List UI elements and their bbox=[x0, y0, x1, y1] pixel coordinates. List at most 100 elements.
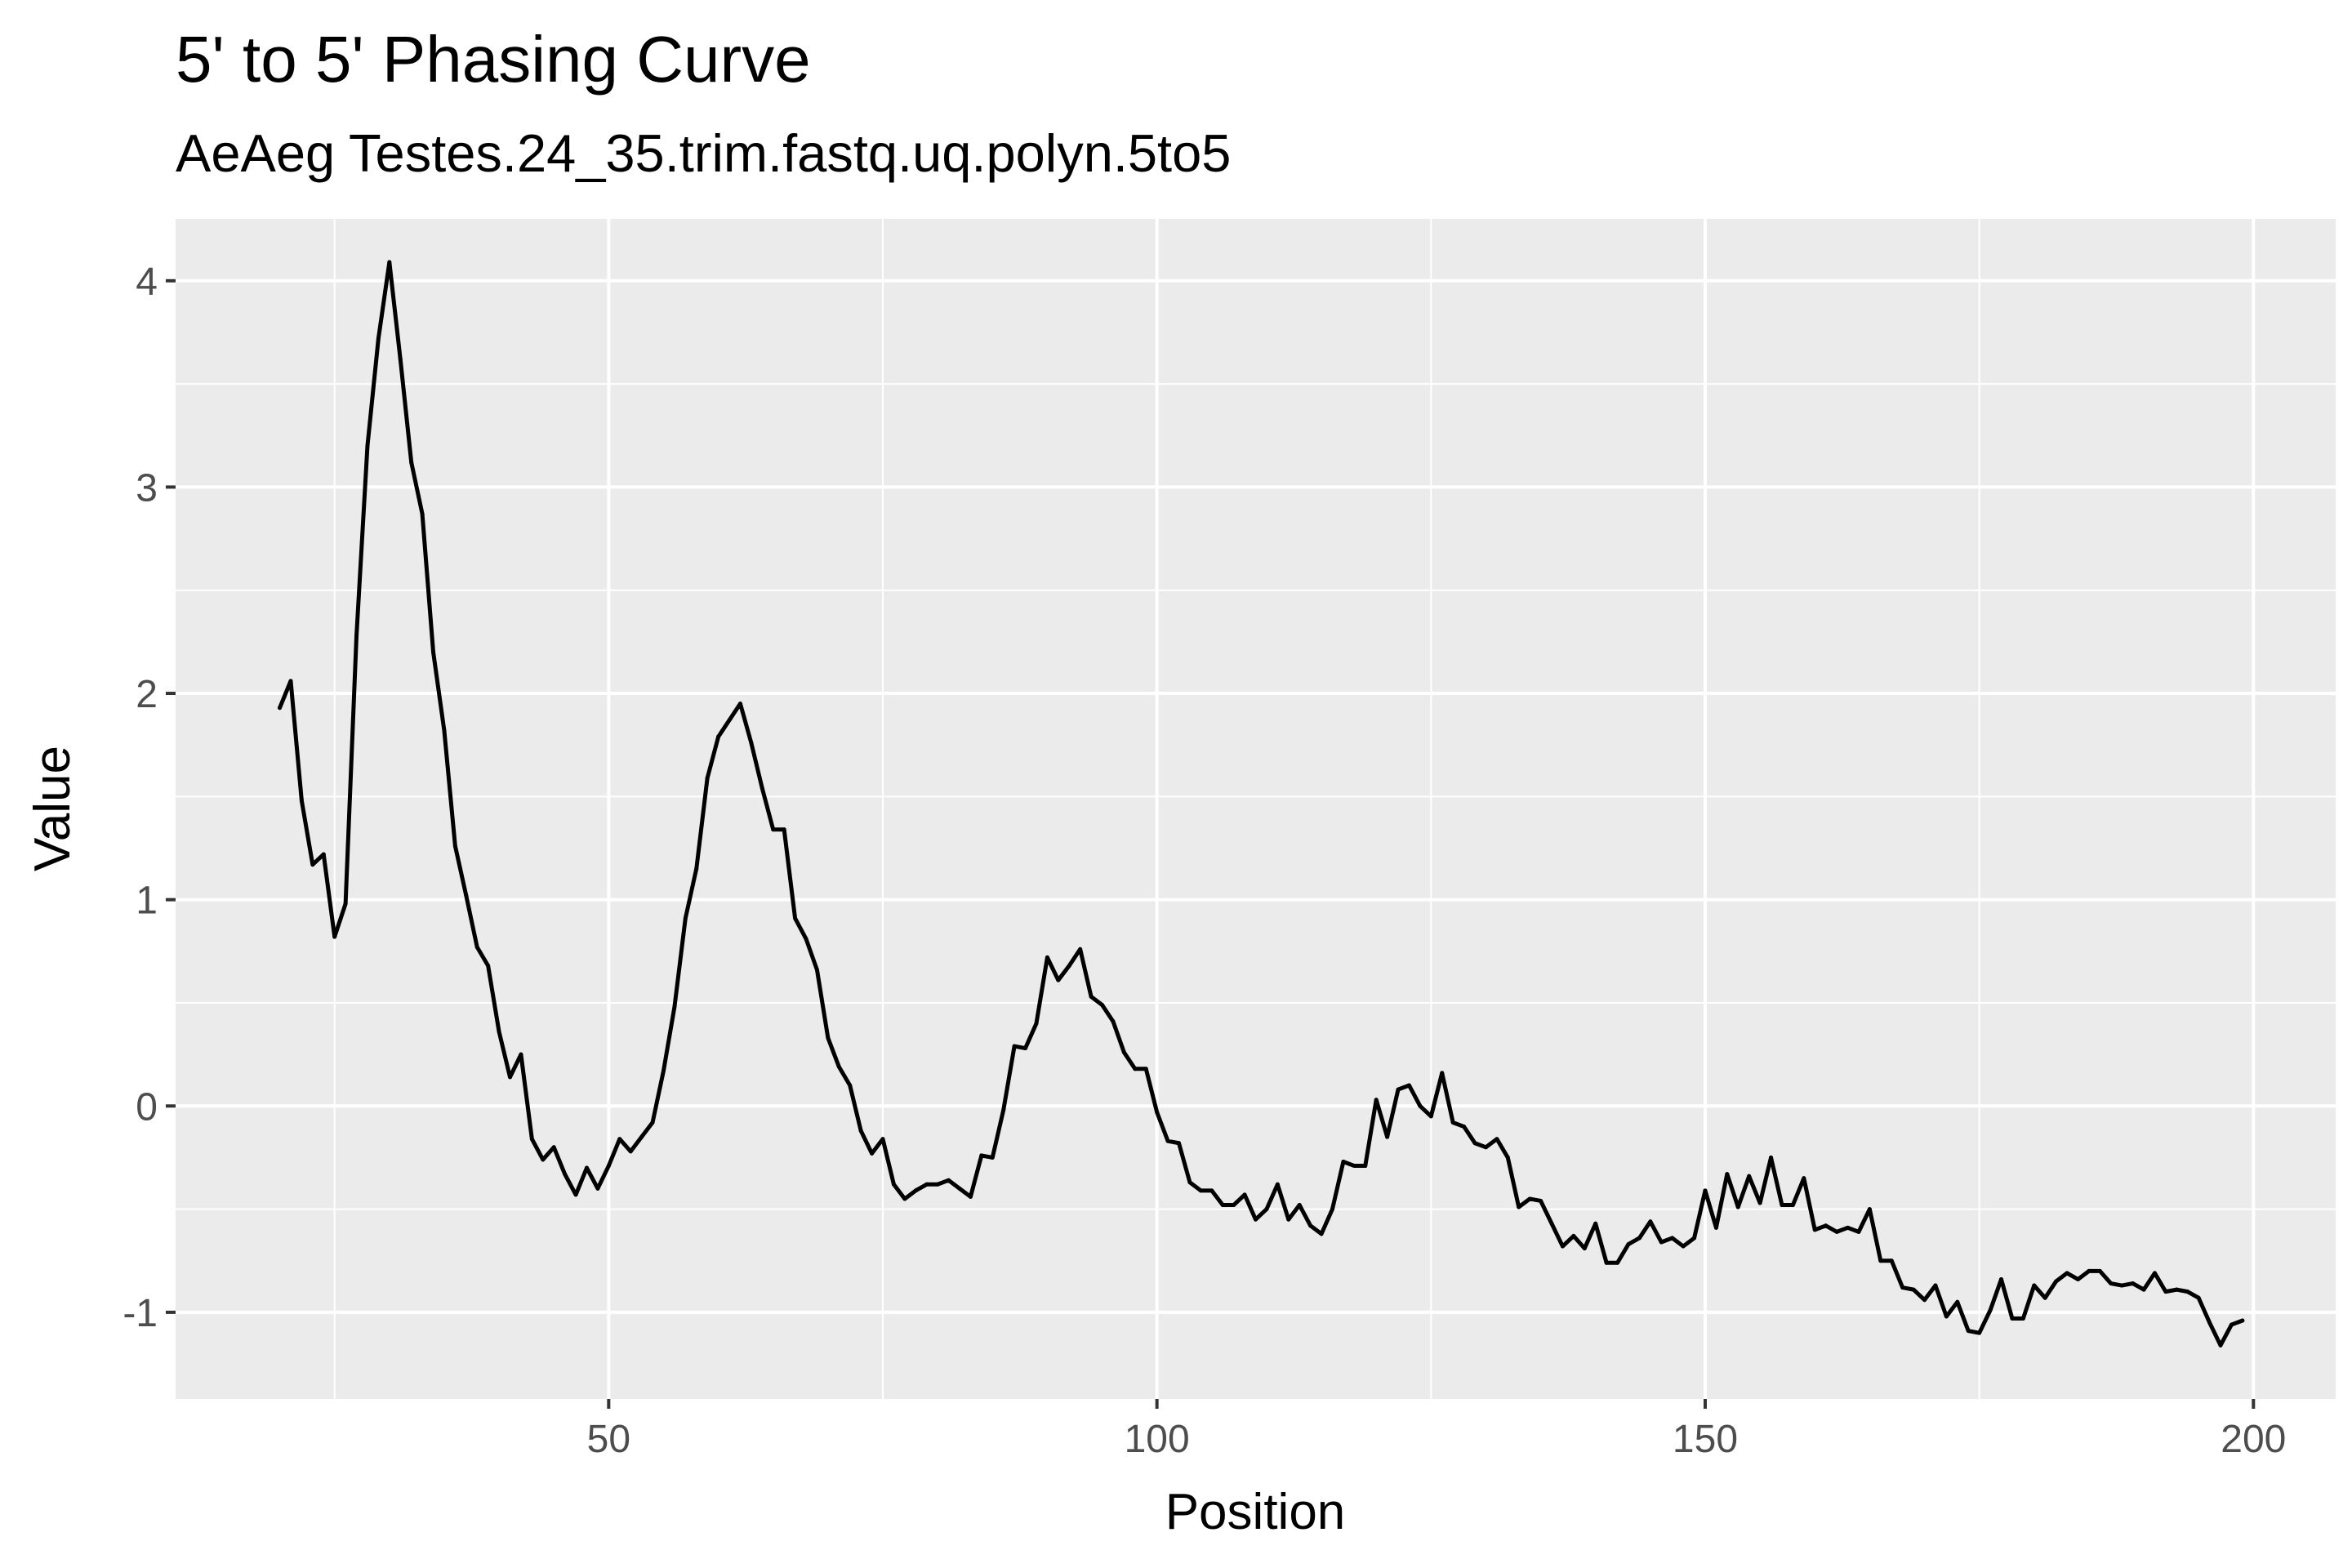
data-point bbox=[782, 827, 786, 832]
data-point bbox=[2174, 1287, 2179, 1292]
data-point bbox=[2075, 1276, 2080, 1281]
data-point bbox=[2119, 1283, 2124, 1288]
data-point bbox=[771, 827, 776, 832]
data-point bbox=[1713, 1225, 1718, 1230]
data-point bbox=[1143, 1067, 1148, 1071]
data-point bbox=[442, 728, 447, 733]
data-point bbox=[299, 798, 304, 803]
data-point bbox=[508, 1075, 513, 1080]
data-point bbox=[737, 702, 742, 706]
x-tick-label: 100 bbox=[1125, 1418, 1190, 1461]
data-point bbox=[1780, 1203, 1784, 1208]
data-point bbox=[672, 1004, 677, 1009]
data-point bbox=[1045, 955, 1049, 960]
data-point bbox=[2054, 1279, 2059, 1284]
data-point bbox=[2010, 1316, 2015, 1321]
data-point bbox=[2152, 1271, 2157, 1276]
plot-panel bbox=[176, 219, 2336, 1399]
data-point bbox=[343, 902, 348, 906]
data-point bbox=[1539, 1198, 1544, 1203]
data-point bbox=[387, 260, 392, 265]
data-point bbox=[848, 1083, 853, 1088]
y-tick-label: 3 bbox=[136, 466, 158, 510]
data-point bbox=[1187, 1180, 1192, 1185]
data-point bbox=[354, 633, 359, 638]
chart-subtitle: AeAeg Testes.24_35.trim.fastq.uq.polyn.5… bbox=[176, 123, 1231, 183]
data-point bbox=[1549, 1221, 1554, 1226]
data-point bbox=[606, 1164, 611, 1169]
data-point bbox=[836, 1064, 841, 1069]
data-point bbox=[913, 1188, 918, 1193]
x-axis-title: Position bbox=[1165, 1484, 1346, 1540]
data-point bbox=[760, 786, 764, 791]
data-point bbox=[551, 1145, 556, 1150]
data-point bbox=[584, 1165, 589, 1170]
data-point bbox=[1769, 1155, 1774, 1160]
data-points bbox=[278, 260, 2245, 1348]
data-point bbox=[2065, 1271, 2069, 1276]
data-point bbox=[1735, 1205, 1740, 1209]
data-point bbox=[935, 1182, 940, 1187]
data-point bbox=[1330, 1207, 1334, 1212]
data-point bbox=[683, 915, 688, 920]
data-point bbox=[1802, 1176, 1806, 1181]
data-point bbox=[2032, 1283, 2037, 1288]
data-point bbox=[1374, 1098, 1379, 1102]
data-point bbox=[902, 1196, 907, 1201]
data-point bbox=[1319, 1232, 1324, 1236]
data-point bbox=[2218, 1343, 2223, 1348]
data-point bbox=[1056, 978, 1061, 982]
data-point bbox=[310, 862, 315, 867]
data-point bbox=[1812, 1227, 1817, 1232]
data-point bbox=[1757, 1200, 1762, 1205]
data-point bbox=[1659, 1240, 1664, 1245]
data-point bbox=[858, 1129, 863, 1134]
data-point bbox=[1681, 1244, 1686, 1249]
data-point bbox=[1121, 1050, 1126, 1055]
y-tick-label: 2 bbox=[136, 673, 158, 716]
data-point bbox=[1725, 1172, 1730, 1177]
data-point bbox=[595, 1186, 600, 1191]
data-point bbox=[1450, 1120, 1455, 1125]
data-point bbox=[2109, 1281, 2114, 1286]
data-point bbox=[1363, 1164, 1368, 1169]
data-point bbox=[1440, 1071, 1445, 1076]
data-point bbox=[1955, 1299, 1960, 1304]
data-point bbox=[1264, 1207, 1269, 1212]
data-point bbox=[628, 1149, 633, 1154]
data-point bbox=[398, 357, 403, 362]
data-point bbox=[2131, 1281, 2136, 1286]
data-point bbox=[1297, 1203, 1302, 1208]
data-point bbox=[2196, 1295, 2201, 1300]
data-point bbox=[1418, 1103, 1423, 1108]
data-point bbox=[1944, 1314, 1949, 1319]
data-point bbox=[1966, 1329, 1971, 1334]
data-point bbox=[1648, 1219, 1653, 1224]
data-point bbox=[1001, 1107, 1006, 1112]
data-point bbox=[990, 1155, 995, 1160]
data-point bbox=[1790, 1203, 1795, 1208]
data-point bbox=[1922, 1298, 1927, 1303]
data-point bbox=[793, 915, 798, 920]
data-point bbox=[1067, 963, 1071, 968]
data-point bbox=[804, 937, 808, 942]
x-tick-label: 150 bbox=[1673, 1418, 1738, 1461]
data-point bbox=[409, 460, 414, 465]
data-point bbox=[880, 1137, 885, 1142]
data-point bbox=[332, 934, 337, 939]
data-point bbox=[1988, 1307, 1993, 1312]
data-point bbox=[1111, 1019, 1116, 1024]
data-point bbox=[1747, 1174, 1752, 1178]
data-point bbox=[1198, 1188, 1203, 1193]
data-point bbox=[497, 1029, 501, 1034]
data-point bbox=[1977, 1330, 1982, 1335]
data-point bbox=[486, 963, 491, 968]
data-point bbox=[1670, 1236, 1675, 1241]
data-point bbox=[1604, 1260, 1609, 1265]
data-point bbox=[1483, 1145, 1488, 1150]
data-point bbox=[979, 1153, 984, 1158]
x-tick-label: 200 bbox=[2221, 1418, 2286, 1461]
x-axis: 50 100 150 200 bbox=[587, 1399, 2286, 1461]
data-point bbox=[420, 511, 425, 516]
